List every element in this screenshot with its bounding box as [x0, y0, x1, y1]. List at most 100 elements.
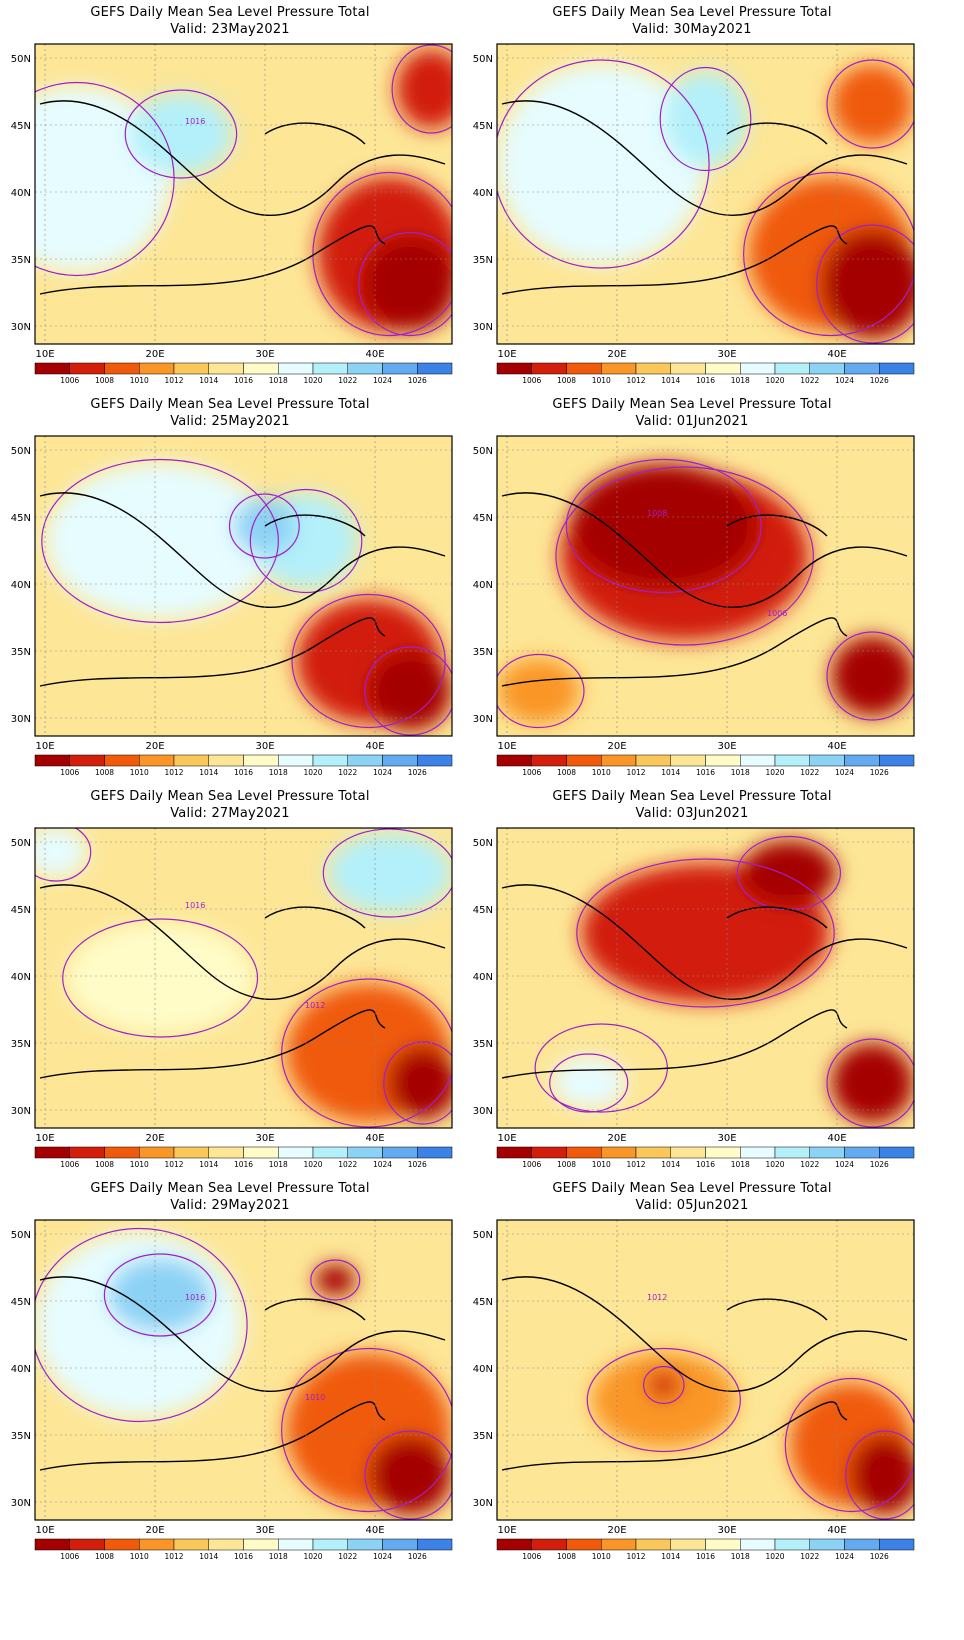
- latitude-label: 45N: [11, 1297, 31, 1308]
- panel-title: GEFS Daily Mean Sea Level Pressure Total…: [462, 4, 922, 38]
- colorbar-label: 1022: [800, 1160, 819, 1169]
- isobar-line: [391, 44, 452, 134]
- isobar-line: [642, 1365, 685, 1405]
- latitude-label: 45N: [11, 905, 31, 916]
- isobar-line: [743, 171, 914, 337]
- colorbar-swatch: [635, 1538, 671, 1551]
- latitude-label: 35N: [11, 1431, 31, 1442]
- map-panel: GEFS Daily Mean Sea Level Pressure Total…: [0, 392, 460, 798]
- colorbar-label: 1020: [765, 768, 784, 777]
- colorbar-swatch: [740, 1538, 776, 1551]
- colorbar-swatch: [417, 362, 453, 375]
- colorbar-label: 1008: [557, 1160, 576, 1169]
- colorbar-label: 1024: [835, 376, 854, 385]
- pressure-region: [233, 498, 296, 554]
- map-panel: GEFS Daily Mean Sea Level Pressure Total…: [0, 784, 460, 1190]
- colorbar-label: 1006: [522, 1552, 541, 1561]
- panel-valid-date: Valid: 23May2021: [170, 22, 290, 37]
- pressure-region: [497, 658, 580, 724]
- colorbar-swatch: [705, 1146, 741, 1159]
- colorbar-label: 1020: [303, 768, 322, 777]
- colorbar-label: 1006: [522, 1160, 541, 1169]
- latitude-label: 35N: [473, 1039, 493, 1050]
- colorbar-label: 1008: [95, 376, 114, 385]
- colorbar-swatch: [173, 754, 209, 767]
- latitude-label: 30N: [473, 1106, 493, 1117]
- latitude-label: 50N: [473, 838, 493, 849]
- colorbar-label: 1010: [130, 1160, 149, 1169]
- colorbar-swatch: [173, 1538, 209, 1551]
- latitude-label: 35N: [473, 1431, 493, 1442]
- colorbar-swatch: [382, 1538, 418, 1551]
- isobar-line: [249, 488, 363, 594]
- panel-title-text: GEFS Daily Mean Sea Level Pressure Total: [90, 397, 370, 412]
- pressure-region: [831, 1043, 914, 1123]
- isobar-label: 1016: [185, 901, 205, 910]
- colorbar-swatch: [312, 1538, 348, 1551]
- map-panel: GEFS Daily Mean Sea Level Pressure Total…: [462, 392, 922, 798]
- pressure-map: 50N 45N 40N 35N 30N 10E 20E 30E 40E 1006 1008 1010 1…: [473, 43, 915, 385]
- colorbar-swatch: [844, 362, 880, 375]
- colorbar-swatch: [69, 1538, 105, 1551]
- colorbar-label: 1020: [303, 1160, 322, 1169]
- panel-title-text: GEFS Daily Mean Sea Level Pressure Total: [552, 397, 832, 412]
- latitude-label: 40N: [11, 580, 31, 591]
- isobar-line: [826, 1038, 914, 1128]
- colorbar-swatch: [496, 362, 532, 375]
- panel-valid-date: Valid: 03Jun2021: [635, 806, 749, 821]
- colorbar-label: 1010: [130, 376, 149, 385]
- colorbar-swatch: [844, 754, 880, 767]
- pressure-region: [664, 71, 747, 167]
- colorbar-label: 1008: [95, 768, 114, 777]
- isobar-line: [35, 828, 92, 882]
- longitude-label: 30E: [717, 741, 736, 752]
- panel-title-text: GEFS Daily Mean Sea Level Pressure Total: [552, 789, 832, 804]
- colorbar-swatch: [566, 1538, 602, 1551]
- colorbar-label: 1012: [164, 376, 183, 385]
- colorbar-swatch: [208, 362, 244, 375]
- colorbar-label: 1016: [234, 1552, 253, 1561]
- colorbar-swatch: [809, 754, 845, 767]
- isobar-line: [358, 231, 452, 337]
- longitude-label: 20E: [145, 741, 164, 752]
- colorbar-swatch: [104, 1146, 140, 1159]
- colorbar-label: 1022: [800, 376, 819, 385]
- longitude-label: 20E: [607, 349, 626, 360]
- latitude-label: 35N: [11, 647, 31, 658]
- colorbar-label: 1012: [626, 768, 645, 777]
- pressure-region: [831, 64, 914, 144]
- colorbar-swatch: [34, 362, 70, 375]
- latitude-label: 30N: [11, 322, 31, 333]
- colorbar-label: 1008: [557, 768, 576, 777]
- colorbar-swatch: [278, 1538, 314, 1551]
- colorbar-label: 1020: [303, 1552, 322, 1561]
- colorbar-swatch: [278, 1146, 314, 1159]
- isobar-line: [228, 493, 300, 559]
- latitude-label: 30N: [473, 1498, 493, 1509]
- map-frame: [34, 827, 453, 1129]
- isobar-line: [281, 1347, 452, 1513]
- longitude-label: 10E: [497, 1525, 516, 1536]
- isobar-line: [383, 1041, 452, 1125]
- colorbar-swatch: [670, 754, 706, 767]
- map-frame: [34, 1219, 453, 1521]
- isobar-line: [565, 458, 762, 594]
- latitude-label: 40N: [11, 972, 31, 983]
- colorbar-swatch: [531, 1538, 567, 1551]
- colorbar-swatch: [243, 754, 279, 767]
- latitude-label: 50N: [11, 446, 31, 457]
- colorbar-label: 1014: [199, 1160, 218, 1169]
- colorbar-swatch: [208, 1146, 244, 1159]
- panel-valid-date: Valid: 29May2021: [170, 1198, 290, 1213]
- colorbar-swatch: [382, 1146, 418, 1159]
- colorbar-swatch: [531, 754, 567, 767]
- pressure-region: [741, 840, 837, 906]
- longitude-label: 40E: [365, 1133, 384, 1144]
- latitude-label: 40N: [473, 1364, 493, 1375]
- map-frame: [496, 827, 915, 1129]
- map-panel: GEFS Daily Mean Sea Level Pressure Total…: [462, 1176, 922, 1582]
- panel-title: GEFS Daily Mean Sea Level Pressure Total…: [462, 788, 922, 822]
- colorbar-label: 1018: [731, 1160, 750, 1169]
- colorbar-label: 1024: [373, 1552, 392, 1561]
- colorbar-label: 1020: [765, 1160, 784, 1169]
